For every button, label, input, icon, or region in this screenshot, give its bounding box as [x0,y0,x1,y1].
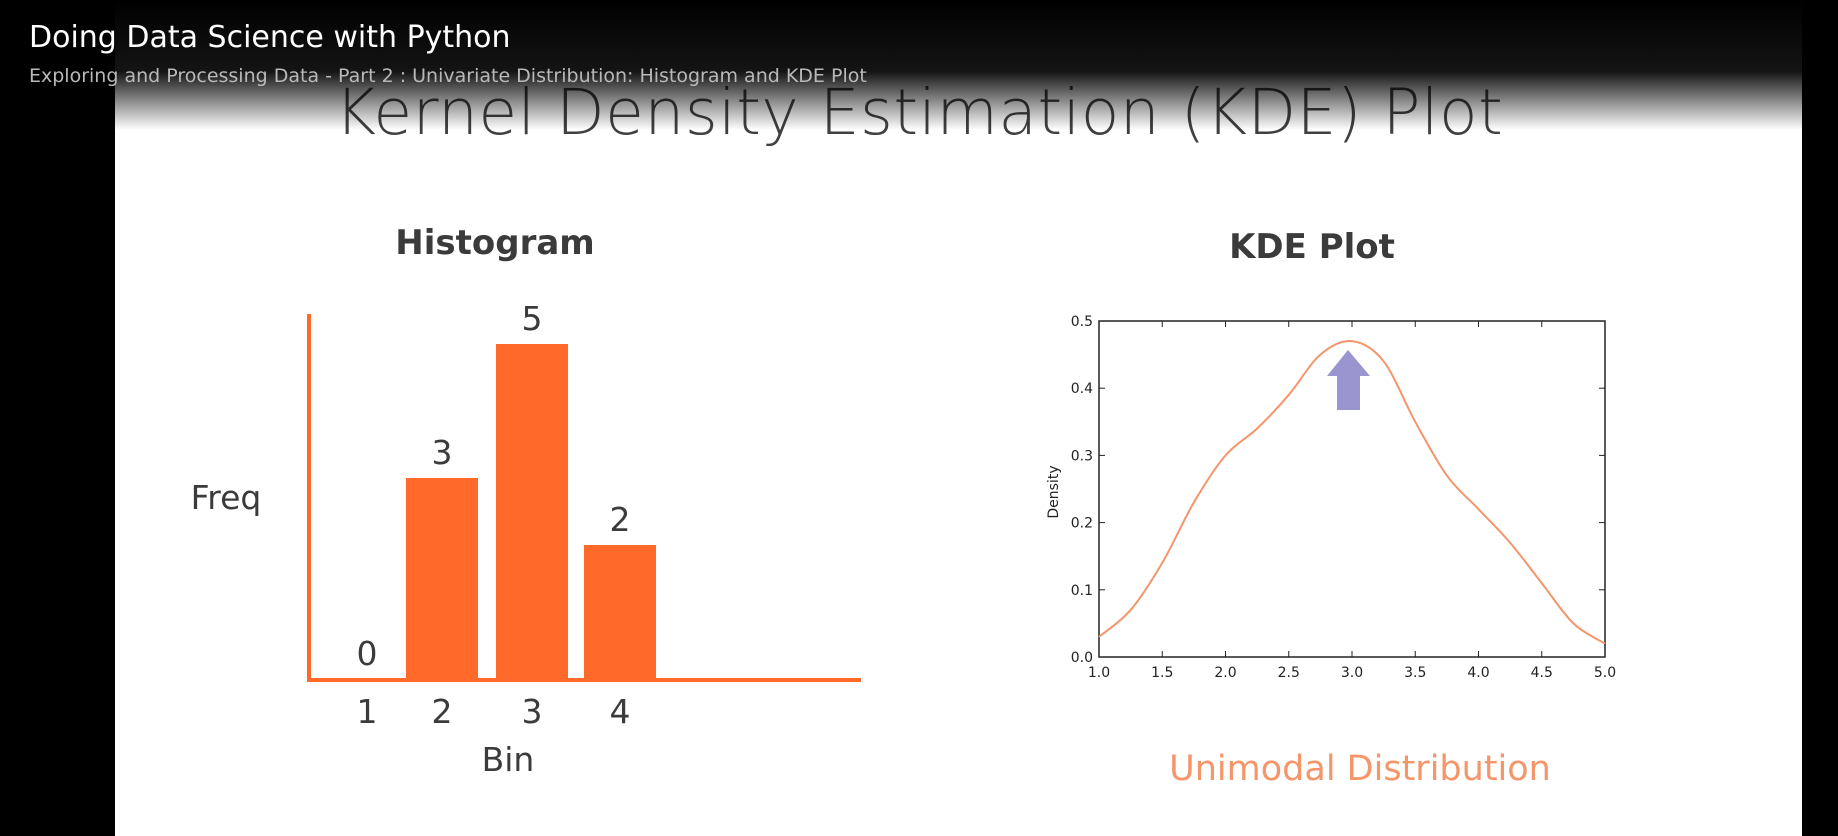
kde-x-tick-label: 1.0 [1088,665,1110,681]
histogram-bin-tick-label: 2 [432,692,453,731]
histogram-chart: Histogram Freq Bin 0 1 3 2 5 3 2 4 [191,223,861,779]
kde-x-tick-label: 5.0 [1594,665,1616,681]
histogram-title: Histogram [395,223,594,263]
kde-y-tick-label: 0.1 [1071,583,1093,599]
kde-x-tick-label: 2.0 [1214,665,1236,681]
histogram-bar [406,478,478,679]
kde-x-tick-label: 2.5 [1278,665,1300,681]
histogram-bin-tick-label: 4 [610,692,631,731]
kde-x-tick-label: 3.5 [1404,665,1426,681]
kde-title: KDE Plot [1229,227,1395,267]
kde-x-tick-label: 3.0 [1341,665,1363,681]
slide-canvas [115,0,1802,836]
kde-y-tick-label: 0.2 [1071,516,1093,532]
kde-y-tick-label: 0.0 [1071,650,1093,666]
peak-arrow-icon [1327,350,1370,410]
kde-y-tick-label: 0.4 [1071,381,1093,397]
histogram-x-label: Bin [482,740,535,779]
module-title: Exploring and Processing Data - Part 2 :… [29,65,867,87]
kde-series-line [1098,340,1606,645]
histogram-bar [496,344,568,679]
histogram-data-label: 5 [522,299,543,338]
histogram-bin-tick-label: 3 [522,692,543,731]
kde-x-tick-label: 1.5 [1151,665,1173,681]
distribution-label: Unimodal Distribution [1169,749,1551,789]
histogram-data-label: 3 [432,433,453,472]
kde-x-tick-label: 4.0 [1467,665,1489,681]
histogram-bin-tick-label: 1 [357,692,378,731]
kde-y-label: Density [1046,465,1062,518]
histogram-y-label: Freq [191,478,262,517]
histogram-bar [584,545,656,679]
kde-y-tick-label: 0.3 [1071,448,1093,464]
histogram-data-label: 2 [610,500,631,539]
kde-chart: KDE Plot Density 1.0 1.5 2.0 2.5 3.0 3.5 4.0 4.… [1046,227,1616,789]
course-title: Doing Data Science with Python [29,20,511,55]
histogram-data-label: 0 [357,634,378,673]
kde-x-tick-label: 4.5 [1531,665,1553,681]
kde-y-tick-label: 0.5 [1071,314,1093,330]
